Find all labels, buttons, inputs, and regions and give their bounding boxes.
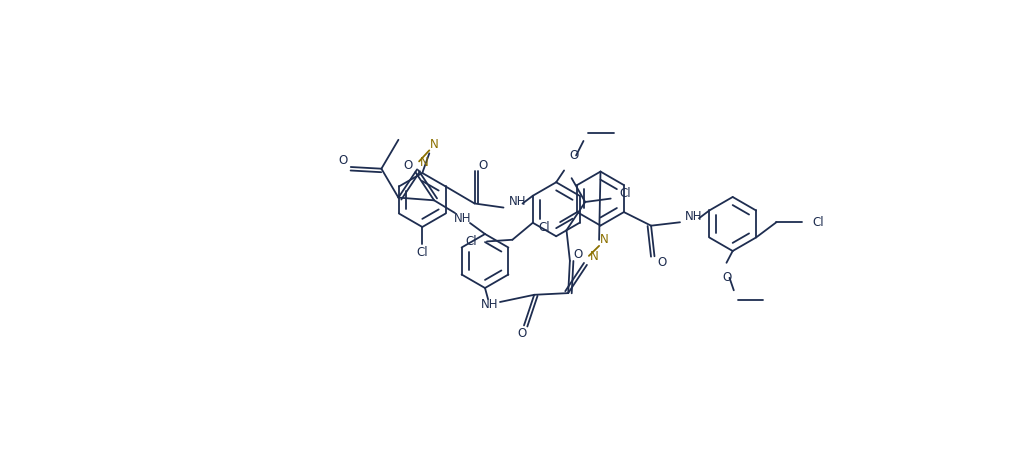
Text: O: O	[658, 256, 667, 269]
Text: Cl: Cl	[618, 187, 631, 200]
Text: O: O	[339, 153, 348, 167]
Text: O: O	[477, 159, 487, 172]
Text: N: N	[430, 138, 438, 151]
Text: NH: NH	[482, 298, 499, 311]
Text: O: O	[569, 149, 578, 162]
Text: Cl: Cl	[538, 220, 549, 234]
Text: NH: NH	[454, 211, 471, 225]
Text: NH: NH	[508, 195, 526, 208]
Text: N: N	[590, 250, 598, 263]
Text: NH: NH	[685, 210, 703, 223]
Text: O: O	[518, 327, 527, 340]
Text: Cl: Cl	[465, 235, 476, 248]
Text: Cl: Cl	[417, 247, 428, 259]
Text: O: O	[403, 159, 413, 172]
Text: O: O	[573, 248, 582, 261]
Text: Cl: Cl	[812, 216, 824, 228]
Text: N: N	[600, 233, 608, 247]
Text: O: O	[722, 271, 732, 284]
Text: N: N	[420, 156, 428, 169]
